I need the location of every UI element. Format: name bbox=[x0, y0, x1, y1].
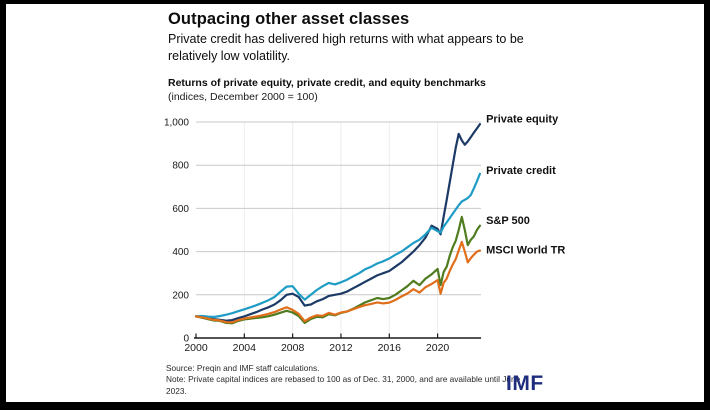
returns-chart: 2000 2004 2008 2012 2016 2020 0 200 400 600 800 1,0… bbox=[164, 113, 565, 354]
figure-title: Outpacing other asset classes bbox=[168, 10, 410, 28]
method-note: Note: Private capital indices are rebase… bbox=[166, 374, 521, 396]
imf-logo: IMF bbox=[506, 372, 544, 395]
y-tick-label: 1,000 bbox=[164, 118, 189, 129]
figure-subtitle: Private credit has delivered high return… bbox=[168, 32, 524, 63]
chart-footnotes: Source: Preqin and IMF staff calculation… bbox=[166, 363, 528, 397]
x-tick-label: 2012 bbox=[329, 342, 353, 354]
x-tick-label: 2004 bbox=[233, 342, 257, 354]
y-tick-label: 800 bbox=[172, 161, 189, 172]
series-line-private-credit bbox=[194, 172, 481, 319]
chart-units-label: (indices, December 2000 = 100) bbox=[168, 91, 318, 103]
x-tick-label: 2020 bbox=[426, 342, 450, 354]
series-line-private-equity bbox=[194, 123, 481, 322]
figure-panel: Outpacing other asset classes Private cr… bbox=[6, 4, 704, 402]
y-tick-label: 600 bbox=[172, 204, 189, 215]
source-note: Source: Preqin and IMF staff calculation… bbox=[166, 363, 320, 373]
chart-heading: Returns of private equity, private credi… bbox=[168, 77, 486, 89]
x-tick-label: 2000 bbox=[184, 342, 208, 354]
series-line-msci-world-tr bbox=[194, 240, 481, 324]
x-tick-label: 2016 bbox=[378, 342, 402, 354]
series-label-private-equity: Private equity bbox=[486, 113, 559, 125]
y-tick-label: 200 bbox=[172, 290, 189, 301]
y-tick-label: 400 bbox=[172, 247, 189, 258]
series-label-private-credit: Private credit bbox=[486, 165, 556, 177]
series-label-msci-world-tr: MSCI World TR bbox=[486, 244, 565, 256]
series-label-s-p-500: S&P 500 bbox=[486, 215, 530, 227]
x-tick-label: 2008 bbox=[281, 342, 305, 354]
y-tick-label: 0 bbox=[183, 334, 189, 345]
